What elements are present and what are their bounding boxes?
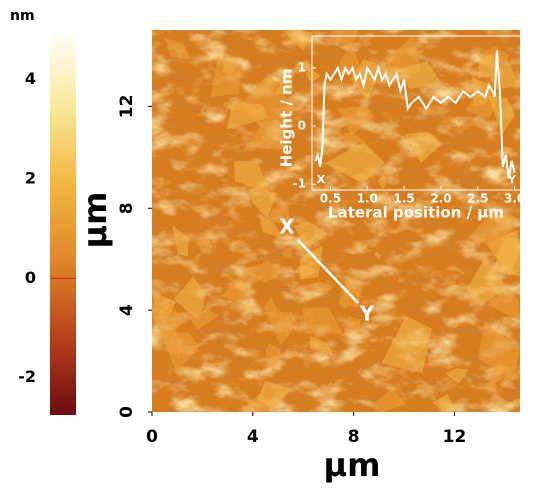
x-tick-label: 4: [247, 427, 259, 447]
y-tick-label: 4: [117, 304, 137, 316]
figure: nm-20240481204812μmμmXY0.51.01.52.02.53.…: [0, 0, 533, 488]
annotation: X: [317, 173, 326, 186]
x-axis-label: μm: [324, 446, 381, 484]
x-tick-label: 0: [146, 427, 158, 447]
colorbar: [50, 30, 76, 415]
annotation: Y: [359, 302, 375, 326]
y-tick-label: 0: [298, 119, 306, 133]
y-tick-label: -1: [293, 177, 306, 191]
x-tick-label: 12: [443, 427, 467, 447]
y-axis-label: μm: [76, 192, 114, 249]
y-tick-label: 8: [117, 202, 137, 214]
annotation: Y: [507, 173, 517, 186]
colorbar-tick-label: 0: [25, 268, 36, 287]
x-tick-label: 8: [348, 427, 360, 447]
colorbar-tick-label: -2: [18, 367, 36, 386]
colorbar-label: nm: [10, 8, 35, 24]
y-axis-label: Height / nm: [278, 69, 296, 168]
y-tick-label: 1: [298, 60, 306, 74]
x-tick-label: 3.0: [504, 192, 525, 206]
annotation: X: [279, 215, 295, 239]
y-tick-label: 0: [117, 406, 137, 418]
colorbar-tick-label: 2: [25, 169, 36, 188]
colorbar-tick-label: 4: [25, 69, 36, 88]
y-tick-label: 12: [117, 95, 137, 119]
x-axis-label: Lateral position / μm: [328, 204, 504, 222]
